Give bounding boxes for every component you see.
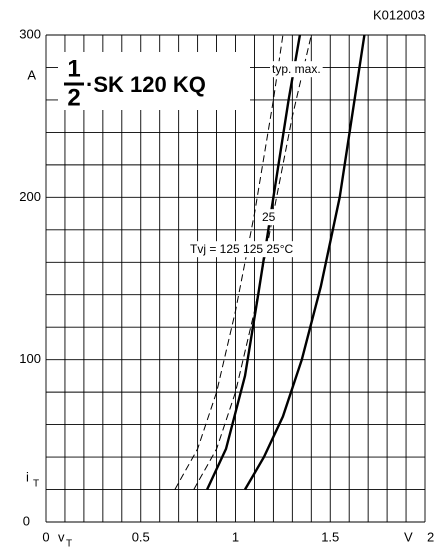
annotation-box <box>188 241 296 258</box>
x-subscript: T <box>66 539 72 550</box>
grid <box>45 34 426 523</box>
x-unit: V <box>404 529 413 544</box>
y-tick-label: 300 <box>19 26 41 41</box>
annotation-box <box>260 209 278 226</box>
y-unit: A <box>27 67 36 82</box>
x-tick-label: 0.5 <box>132 529 150 544</box>
curve <box>243 34 366 491</box>
labels: 0 0.5 1 1.5 2 0 100 200 300 typ. max. 25 Tvj = 125 … <box>19 26 434 544</box>
y-subscript: T <box>33 479 39 490</box>
y-tick-label: 0 <box>23 513 30 528</box>
x-tick-label: 1 <box>232 529 239 544</box>
annotation: 25 <box>262 210 276 224</box>
x-symbol: v <box>58 529 65 544</box>
annotation-box <box>270 61 323 78</box>
annotation: Tvj = 125 125 25°C <box>190 242 294 256</box>
y-tick-label: 100 <box>19 351 41 366</box>
annotation: typ. max. <box>272 62 321 76</box>
code: K012003 <box>373 7 425 22</box>
curve <box>174 34 284 490</box>
x-tick-label: 1.5 <box>321 529 339 544</box>
curve <box>193 34 312 490</box>
title-box <box>58 52 250 110</box>
title-denominator: 2 <box>67 84 80 111</box>
y-symbol: i <box>26 469 29 484</box>
x-tick-label: 0 <box>42 529 49 544</box>
title-numerator: 1 <box>67 55 80 82</box>
curves <box>174 34 366 491</box>
title-name: ·SK 120 KQ <box>86 72 206 97</box>
y-tick-label: 200 <box>19 189 41 204</box>
curve <box>206 34 302 491</box>
x-tick-label: 2 <box>427 529 434 544</box>
